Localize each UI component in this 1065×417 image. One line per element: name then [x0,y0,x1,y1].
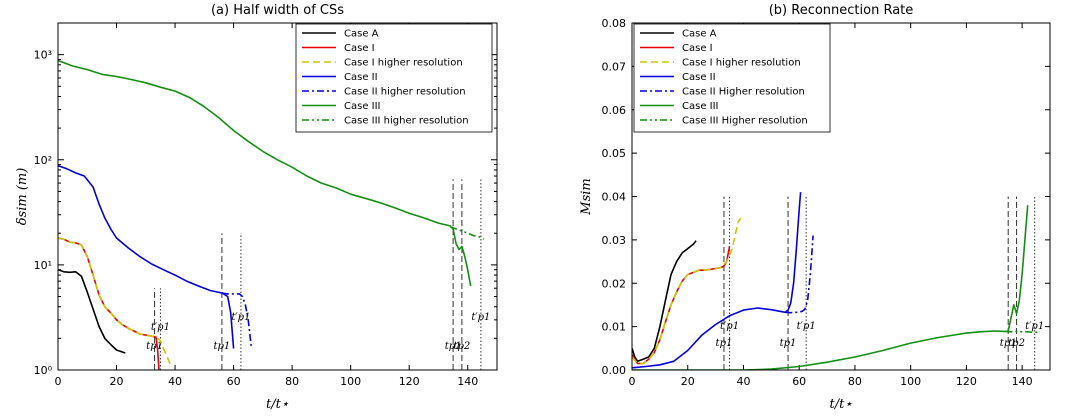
series-line [632,217,742,365]
legend-label: Case II [682,72,716,83]
chart-title: (b) Reconnection Rate [769,3,914,18]
x-tick-label: 140 [1012,375,1033,388]
x-tick-label: 120 [956,375,977,388]
y-tick-label: 0.00 [602,364,627,377]
series-line [1005,330,1039,334]
y-tick-label: 10³ [34,49,52,62]
event-marker-label: t′p1 [231,312,250,323]
series-group [632,192,1039,370]
legend-label: Case A [682,29,717,40]
y-tick-label: 0.02 [602,277,627,290]
legend-label: Case II higher resolution [344,87,466,98]
y-tick-label: 0.08 [602,17,627,30]
event-marker-label: t′p1 [797,321,816,332]
legend-label: Case II [344,72,378,83]
event-marker-label: t′p1 [720,321,739,332]
series-line [632,192,802,369]
x-tick-label: 140 [457,375,478,388]
y-axis-label: Msim [579,178,594,215]
legend-box [633,23,831,133]
legend-label: Case III [344,101,381,112]
legend-label: Case A [344,29,379,40]
x-tick-label: 120 [399,375,420,388]
x-tick-label: 20 [681,375,695,388]
x-tick-label: 60 [792,375,806,388]
y-axis-label: δsim (m) [15,168,30,226]
y-tick-label: 10¹ [34,259,52,272]
series-line [58,237,160,370]
event-marker-label: tp1 [780,338,797,349]
event-marker-label: tp2 [1008,338,1025,349]
y-tick-label: 0.07 [602,60,627,73]
x-axis-label: t/t⋆ [266,397,289,412]
plot-frame [631,22,1051,371]
series-line [221,292,252,346]
legend-label: Case I higher resolution [682,58,801,69]
legend-label: Case I [682,43,713,54]
series-line [785,235,814,314]
plot-frame [57,22,498,371]
y-tick-label: 0.04 [602,191,627,204]
y-tick-label: 10² [34,154,52,167]
event-marker-label: tp1 [1000,338,1017,349]
x-tick-label: 0 [629,375,636,388]
x-tick-label: 20 [110,375,124,388]
event-marker-label: tp1 [146,341,163,352]
x-tick-label: 40 [736,375,750,388]
series-line [632,240,697,363]
x-tick-label: 0 [55,375,62,388]
chart-1: (a) Half width of CSs 0 20 40 60 80 100 120 140 1… [15,3,498,412]
legend: Case A Case I Case I higher resolution Case… [633,23,831,133]
chart-title: (a) Half width of CSs [211,3,344,18]
y-tick-label: 0.03 [602,234,627,247]
x-tick-label: 80 [848,375,862,388]
legend: Case A Case I Case I higher resolution Case… [295,23,493,133]
legend-label: Case III higher resolution [344,116,469,127]
y-tick-label: 0.06 [602,104,627,117]
x-tick-label: 100 [340,375,361,388]
x-tick-label: 100 [900,375,921,388]
x-axis-label: t/t⋆ [830,397,853,412]
y-tick-label: 0.01 [602,321,627,334]
event-marker-label: t′p1 [151,322,170,333]
x-tick-label: 60 [227,375,241,388]
legend-label: Case III Higher resolution [682,116,808,127]
event-marker-label: tp2 [453,341,470,352]
y-tick-label: 10⁰ [34,364,53,377]
event-marker-label: tp1 [445,341,462,352]
event-marker-label: tp1 [716,338,733,349]
event-marker-label: t′p1 [471,312,490,323]
series-line [632,205,1029,370]
x-tick-label: 80 [285,375,299,388]
event-marker-label: tp1 [213,341,230,352]
series-line [58,268,126,354]
event-marker-label: t′p1 [1025,321,1044,332]
legend-label: Case I higher resolution [344,58,463,69]
series-line [58,237,172,366]
series-line [58,59,472,287]
y-tick-label: 0.05 [602,147,627,160]
legend-label: Case III [682,101,719,112]
legend-box [295,23,493,133]
x-tick-label: 40 [168,375,182,388]
series-line [449,226,485,240]
chart-2: (b) Reconnection Rate 0 20 40 60 80 100 120 140 0… [579,3,1051,412]
series-group [58,59,485,370]
legend-label: Case II Higher resolution [682,87,805,98]
series-line [58,164,235,349]
legend-label: Case I [344,43,375,54]
